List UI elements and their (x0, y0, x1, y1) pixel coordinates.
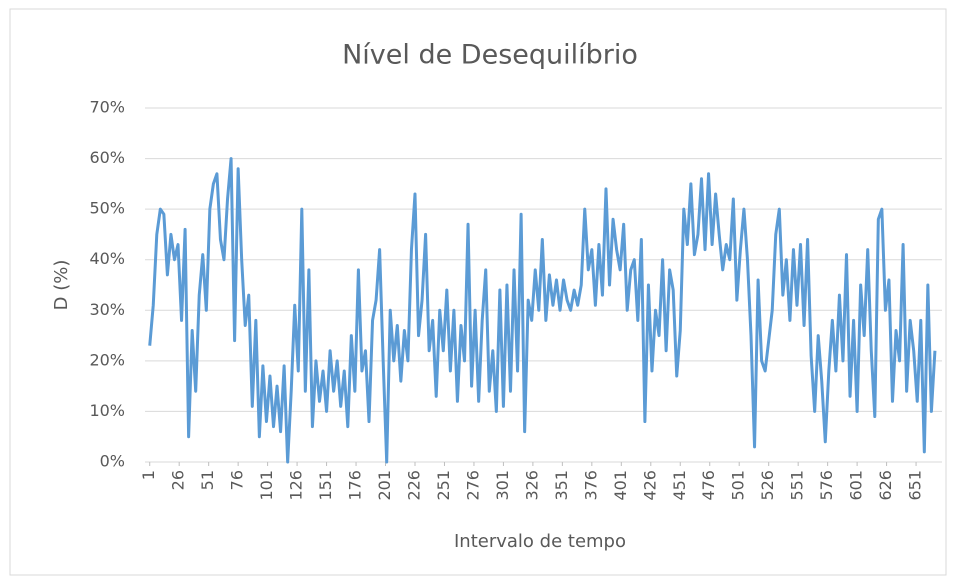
x-tick-label: 576 (817, 470, 836, 501)
y-tick-label: 50% (89, 199, 125, 218)
x-tick-label: 301 (493, 470, 512, 501)
x-tick-label: 501 (729, 470, 748, 501)
y-tick-label: 10% (89, 401, 125, 420)
x-tick-label: 176 (346, 470, 365, 501)
x-tick-label: 526 (758, 470, 777, 501)
x-tick-label: 101 (257, 470, 276, 501)
x-tick-label: 76 (228, 470, 247, 490)
y-tick-label: 20% (89, 350, 125, 369)
data-line (148, 157, 937, 464)
y-tick-label: 70% (89, 98, 125, 117)
x-tick-label: 1 (139, 470, 158, 480)
x-tick-label: 151 (316, 470, 335, 501)
y-tick-label: 0% (100, 452, 125, 471)
y-tick-label: 60% (89, 148, 125, 167)
x-tick-label: 601 (847, 470, 866, 501)
x-tick-label: 551 (788, 470, 807, 501)
x-tick-label: 351 (552, 470, 571, 501)
chart-title: Nível de Desequilíbrio (342, 40, 638, 71)
x-tick-label: 226 (404, 470, 423, 501)
x-tick-label: 326 (522, 470, 541, 501)
x-tick-label: 401 (611, 470, 630, 501)
x-tick-label: 426 (640, 470, 659, 501)
x-tick-label: 651 (906, 470, 925, 501)
y-tick-label: 40% (89, 249, 125, 268)
x-tick-label: 251 (434, 470, 453, 501)
x-tick-label: 26 (169, 470, 188, 490)
x-tick-label: 451 (670, 470, 689, 501)
x-tick-label: 276 (463, 470, 482, 501)
x-axis-label: Intervalo de tempo (454, 531, 626, 552)
x-tick-label: 126 (287, 470, 306, 501)
x-tick-label: 626 (876, 470, 895, 501)
y-axis-label: D (%) (51, 260, 72, 311)
x-tick-label: 201 (375, 470, 394, 501)
x-tick-label: 51 (198, 470, 217, 490)
x-tick-label: 376 (581, 470, 600, 501)
y-tick-label: 30% (89, 300, 125, 319)
x-tick-label: 476 (699, 470, 718, 501)
